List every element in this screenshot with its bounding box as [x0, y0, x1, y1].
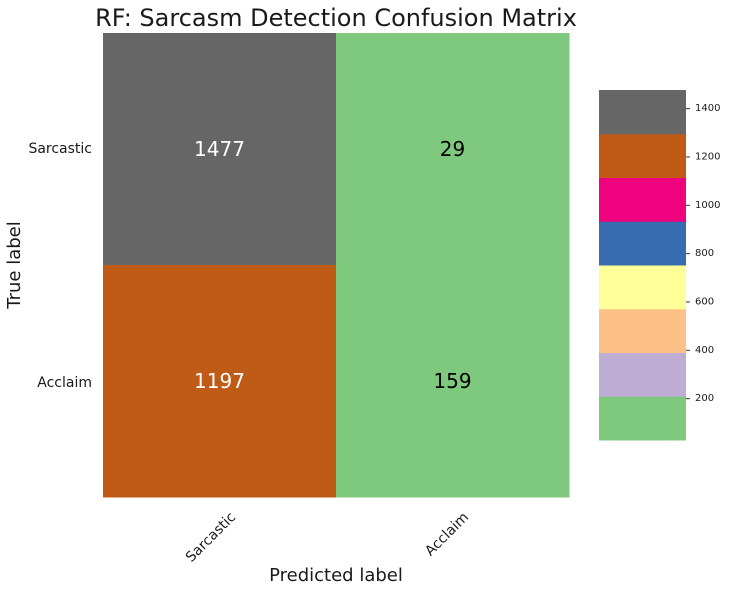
- x-axis-ticks: Sarcastic Acclaim: [183, 509, 472, 565]
- cell-value-label: 1197: [194, 369, 245, 393]
- heatmap-cell-labels: 1477 29 1197 159: [194, 137, 472, 393]
- y-axis-ticks: Sarcastic Acclaim: [28, 141, 92, 391]
- heatmap-cell: [103, 265, 337, 498]
- heatmap-cell: [103, 33, 337, 266]
- y-tick-label: Sarcastic: [28, 141, 92, 157]
- colorbar-tick-label: 400: [695, 345, 714, 356]
- colorbar-segment: [599, 221, 686, 266]
- colorbar-segment: [599, 352, 686, 397]
- y-tick-label: Acclaim: [37, 375, 92, 391]
- x-axis-label: Predicted label: [269, 565, 403, 586]
- heatmap-cell: [336, 33, 570, 266]
- x-tick-label: Sarcastic: [183, 509, 239, 565]
- y-axis-label: True label: [4, 221, 25, 310]
- colorbar-segment: [599, 308, 686, 353]
- colorbar-tick-label: 600: [695, 296, 714, 307]
- colorbar-tick-label: 800: [695, 248, 714, 259]
- x-tick-label: Acclaim: [422, 509, 472, 559]
- colorbar: [599, 90, 686, 441]
- colorbar-tick-label: 1200: [695, 151, 720, 162]
- colorbar-segment: [599, 90, 686, 135]
- cell-value-label: 159: [433, 369, 471, 393]
- heatmap-cells: [103, 33, 570, 498]
- colorbar-segment: [599, 133, 686, 178]
- colorbar-ticks: 200 400 600 800 1000 1200 1400: [686, 103, 720, 404]
- colorbar-tick-label: 1000: [695, 200, 720, 211]
- colorbar-tick-label: 200: [695, 393, 714, 404]
- cell-value-label: 1477: [194, 137, 245, 161]
- colorbar-tick-label: 1400: [695, 103, 720, 114]
- cell-value-label: 29: [440, 137, 465, 161]
- colorbar-segment: [599, 177, 686, 222]
- colorbar-segment: [599, 396, 686, 441]
- chart-title: RF: Sarcasm Detection Confusion Matrix: [95, 4, 577, 32]
- heatmap-cell: [336, 265, 570, 498]
- colorbar-segment: [599, 265, 686, 310]
